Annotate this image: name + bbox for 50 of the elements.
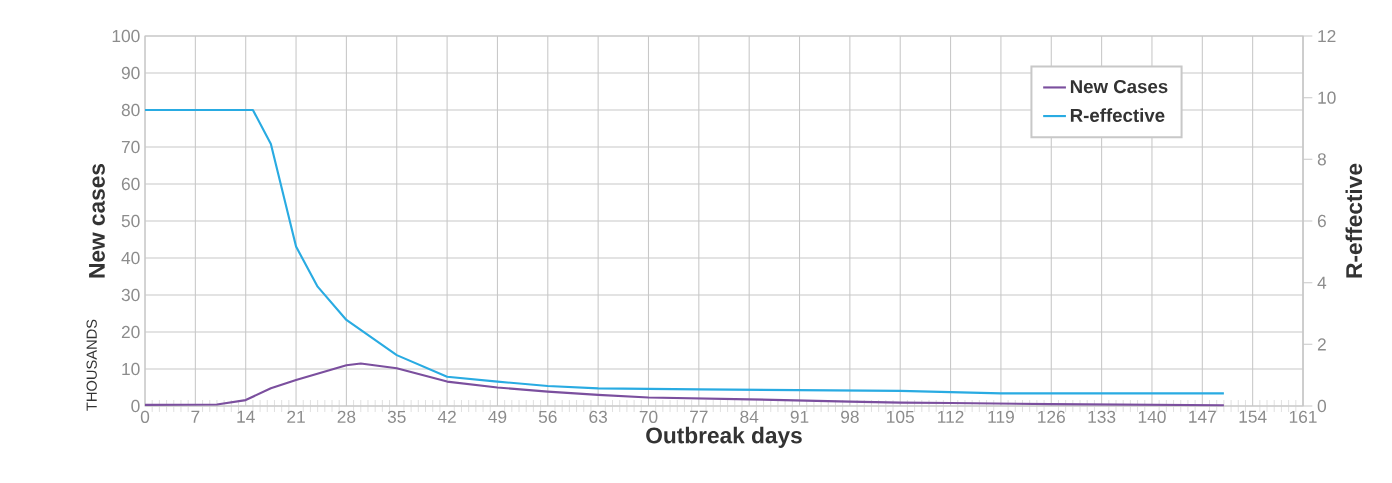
text: THOUSANDS (86, 319, 97, 411)
x-tick-label: 105 (887, 410, 914, 423)
y-tick-label: 100 (112, 29, 140, 43)
x-tick-label: 35 (387, 410, 406, 423)
x-tick-label: 14 (237, 410, 255, 423)
y-tick-label: 50 (121, 214, 140, 228)
legend-label: New Cases (1070, 79, 1168, 94)
y2-axis-title: R-effective (1345, 163, 1363, 278)
y2-tick-label: 6 (1317, 214, 1326, 228)
line-series (143, 362, 1225, 407)
x-tick-label: 56 (538, 410, 557, 423)
x-tick-label: 112 (938, 410, 964, 423)
line-series (143, 108, 1225, 395)
x-tick-label: 0 (140, 410, 150, 423)
y-tick-label: 70 (121, 140, 140, 154)
x-tick-label: 49 (488, 410, 507, 423)
x-tick-label: 28 (337, 410, 356, 423)
y-tick-label: 60 (121, 177, 140, 191)
x-tick-label: 84 (740, 410, 759, 423)
y-tick-label: 0 (131, 399, 140, 413)
y-tick-label: 10 (122, 362, 140, 376)
x-tick-label: 140 (1138, 410, 1166, 423)
x-tick-label: 91 (790, 410, 809, 423)
x-tick-label: 147 (1189, 410, 1216, 423)
y-tick-label: 30 (121, 288, 140, 302)
y2-tick-label: 8 (1317, 153, 1326, 166)
y2-tick-label: 0 (1317, 399, 1327, 413)
x-tick-label: 63 (589, 410, 608, 423)
x-tick-label: 154 (1239, 410, 1267, 423)
y-tick-label: 40 (121, 251, 140, 265)
y-tick-label: 90 (121, 66, 140, 80)
y-tick-label: 80 (121, 103, 140, 117)
x-tick-label: 42 (437, 410, 456, 423)
x-tick-label: 161 (1289, 410, 1317, 423)
x-tick-label: 70 (639, 410, 658, 423)
y2-tick-label: 10 (1318, 91, 1336, 104)
y2-tick-label: 12 (1318, 29, 1336, 43)
x-tick-label: 7 (191, 410, 200, 423)
x-tick-label: 21 (287, 410, 305, 423)
legend-label: R-effective (1070, 108, 1165, 123)
y2-tick-label: 4 (1317, 276, 1327, 289)
x-tick-label: 133 (1088, 410, 1116, 423)
y2-tick-label: 2 (1317, 338, 1326, 351)
x-tick-label: 119 (988, 410, 1014, 423)
x-tick-label: 126 (1038, 410, 1065, 423)
x-axis-title: Outbreak days (646, 426, 802, 448)
x-tick-label: 98 (841, 410, 859, 423)
y-axis-title: New cases (89, 164, 105, 278)
x-tick-label: 77 (690, 410, 708, 423)
y-tick-label: 20 (121, 325, 140, 339)
